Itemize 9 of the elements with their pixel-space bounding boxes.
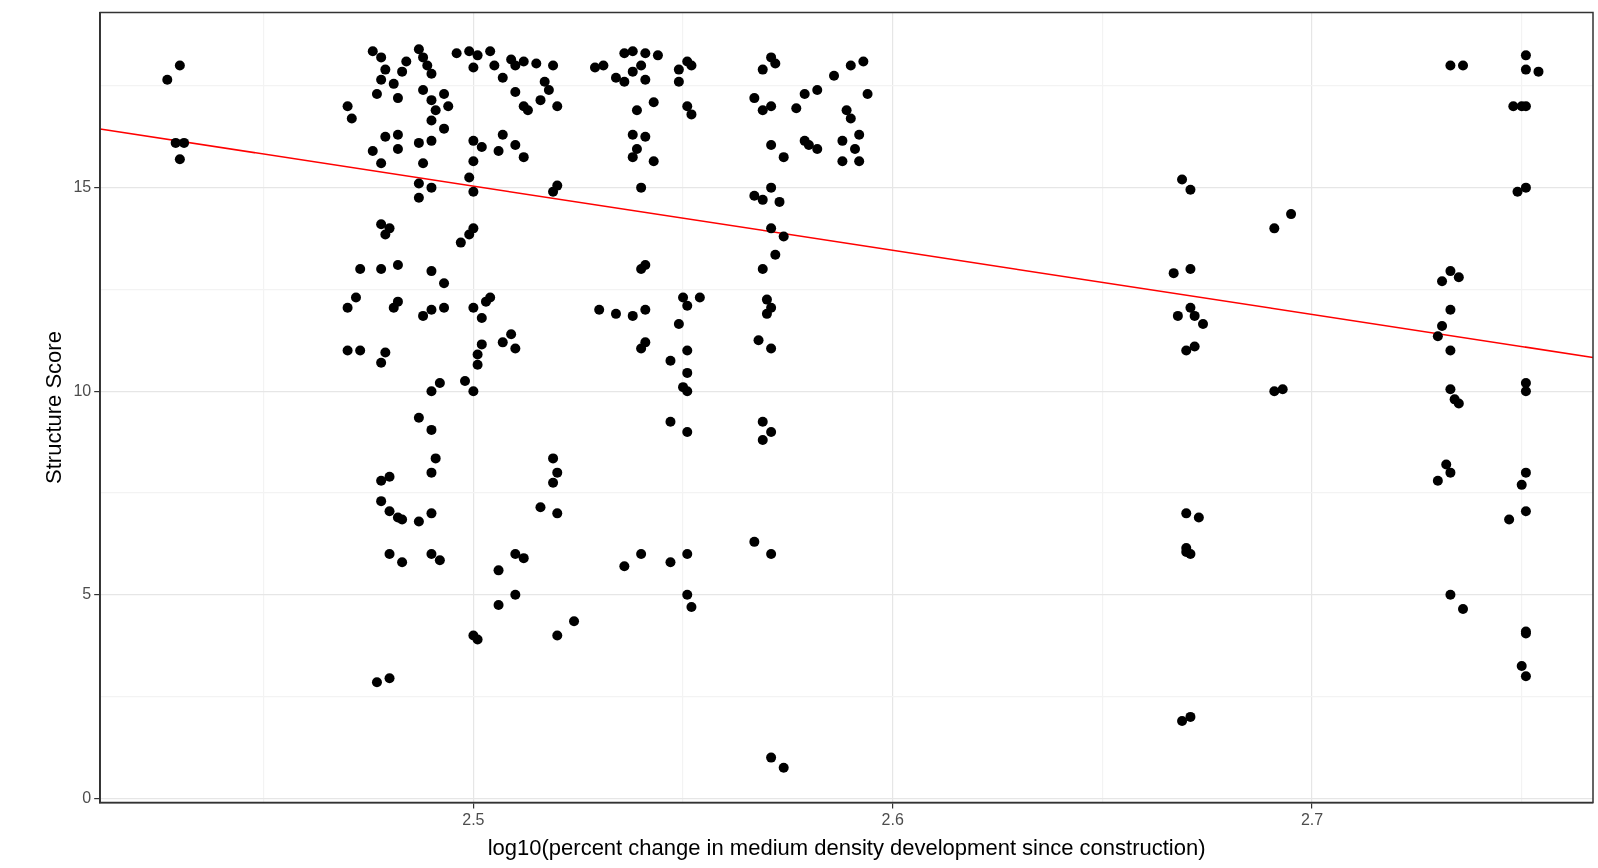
x-tick-label: 2.5 [462, 811, 485, 829]
x-tick-label: 2.7 [1300, 811, 1324, 829]
y-axis-title: Structure Score [41, 331, 67, 484]
x-tick-label: 2.6 [881, 811, 904, 829]
x-axis-title: log10(percent change in medium density development since construction) [487, 834, 1206, 860]
y-tick-label: 10 [73, 381, 92, 399]
y-tick-label: 5 [82, 585, 92, 603]
y-tick-label: 15 [73, 178, 92, 196]
y-tick-label: 0 [82, 788, 92, 806]
